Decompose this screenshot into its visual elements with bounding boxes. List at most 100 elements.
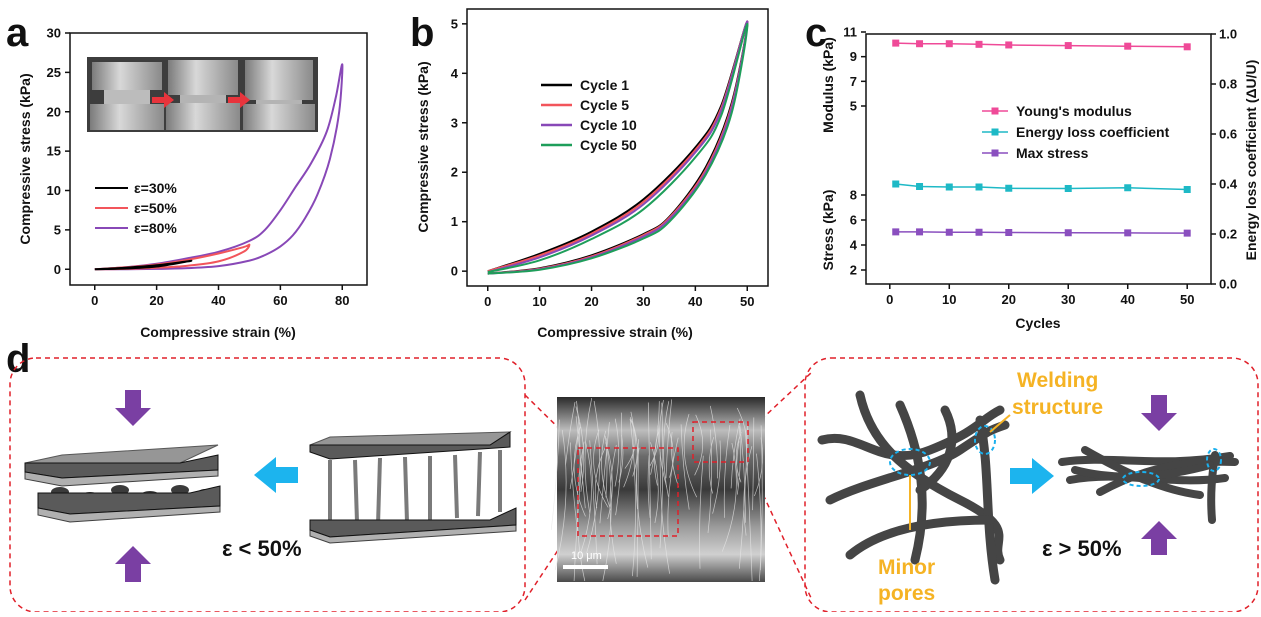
sem-fiber bbox=[721, 443, 737, 552]
y-tick-label: 11 bbox=[843, 25, 857, 40]
x-tick-label: 20 bbox=[149, 293, 163, 308]
x-tick-label: 40 bbox=[211, 293, 225, 308]
plot-frame-b bbox=[466, 8, 769, 287]
pore-marker bbox=[889, 448, 931, 476]
x-tick-label: 0 bbox=[484, 294, 491, 309]
x-tick-label: 20 bbox=[1002, 292, 1016, 307]
red-arrow-icon bbox=[228, 92, 250, 108]
sem-fiber bbox=[647, 455, 651, 519]
data-point bbox=[1183, 229, 1191, 237]
data-point bbox=[1005, 229, 1013, 236]
x-tick-label: 30 bbox=[636, 294, 650, 309]
panel-a: a 0 20 40 60 80 0 5 10 15 20 25 30 bbox=[6, 11, 368, 340]
y-right-tick-label: 0.8 bbox=[1219, 77, 1237, 92]
sem-fiber bbox=[618, 434, 624, 483]
scale-bar-label: 10 μm bbox=[571, 550, 602, 562]
sem-fiber bbox=[650, 401, 660, 475]
sem-fiber bbox=[593, 429, 609, 508]
data-point bbox=[1124, 184, 1132, 192]
sem-fiber bbox=[586, 400, 601, 554]
sem-fiber bbox=[584, 398, 593, 513]
sem-fiber bbox=[636, 442, 639, 577]
y-tick-label: 4 bbox=[451, 66, 459, 81]
sem-fiber bbox=[629, 417, 638, 477]
legend-label: Max stress bbox=[1016, 145, 1089, 161]
legend-marker bbox=[991, 149, 999, 157]
y-tick-label: 25 bbox=[47, 65, 61, 80]
callout-line bbox=[524, 519, 579, 601]
panel-c: c 0 10 20 30 40 50 5 7 9 11 2 4 6 8 0.0 0.2 0.4 0.6 0.8 1.0… bbox=[805, 11, 1259, 331]
panel-label-a: a bbox=[6, 11, 29, 55]
y-right-tick-label: 0.6 bbox=[1219, 127, 1237, 142]
sem-fiber bbox=[670, 431, 679, 488]
y-tick-label: 0 bbox=[54, 262, 61, 277]
data-point bbox=[945, 183, 953, 191]
sem-fiber bbox=[580, 441, 592, 553]
data-point bbox=[1064, 185, 1072, 192]
sem-fiber bbox=[570, 442, 579, 538]
sem-fiber bbox=[743, 446, 753, 536]
panel-d: d 10 μm bbox=[6, 337, 1259, 613]
panel-b: b 0 10 20 30 40 50 0 1 2 3 4 5 Cycle 1 Cycle 5 Cycle … bbox=[410, 8, 769, 340]
sem-fiber bbox=[565, 402, 576, 465]
callout-line bbox=[747, 371, 813, 433]
callout-line bbox=[524, 394, 579, 448]
y-axis-label-c-right: Energy loss coefficient (ΔU/U) bbox=[1243, 60, 1259, 261]
sem-fiber bbox=[663, 401, 670, 497]
y-tick-label: 6 bbox=[850, 213, 857, 228]
series-line bbox=[895, 231, 1188, 234]
sem-fiber bbox=[707, 429, 712, 533]
photo-frame-2 bbox=[166, 60, 240, 130]
sem-fiber bbox=[667, 437, 679, 537]
sem-fiber bbox=[599, 422, 610, 524]
data-point bbox=[1183, 186, 1191, 193]
y-axis-label-a: Compressive stress (kPa) bbox=[17, 73, 33, 244]
plot-frame-c bbox=[865, 33, 1212, 285]
x-tick-label: 80 bbox=[335, 293, 349, 308]
minor-pores-label-line1: Minor bbox=[878, 556, 935, 579]
inset-photo-compression bbox=[87, 57, 318, 132]
sem-region-box bbox=[577, 447, 679, 537]
y-right-tick-label: 0.4 bbox=[1219, 177, 1238, 192]
welding-marker bbox=[1206, 448, 1222, 472]
sem-fiber bbox=[736, 407, 748, 449]
panel-label-d: d bbox=[6, 337, 30, 381]
panel-label-b: b bbox=[410, 11, 434, 55]
sem-fiber bbox=[736, 426, 741, 495]
sem-fiber bbox=[659, 452, 670, 574]
legend-marker bbox=[991, 128, 999, 136]
sem-fiber bbox=[614, 418, 619, 487]
sem-fiber bbox=[665, 423, 674, 478]
sem-fiber bbox=[605, 442, 613, 520]
data-point bbox=[1183, 43, 1191, 51]
welding-marker bbox=[974, 425, 996, 455]
x-axis-label-b: Compressive strain (%) bbox=[537, 324, 693, 340]
sem-fiber bbox=[650, 442, 659, 523]
down-arrow-icon bbox=[1141, 395, 1177, 431]
right-arrow-icon bbox=[1010, 458, 1054, 494]
welding-label-line1: Welding bbox=[1017, 369, 1098, 392]
sem-fiber bbox=[649, 425, 660, 467]
sem-fiber bbox=[609, 444, 617, 564]
sem-fiber bbox=[712, 440, 721, 514]
x-tick-label: 20 bbox=[584, 294, 598, 309]
data-point bbox=[892, 39, 900, 47]
x-tick-label: 40 bbox=[1120, 292, 1134, 307]
y-tick-label: 8 bbox=[850, 188, 857, 203]
data-point bbox=[1064, 42, 1072, 50]
minor-pores-label-line2: pores bbox=[878, 582, 935, 605]
compressed-structure bbox=[24, 444, 221, 523]
sem-fiber bbox=[659, 402, 664, 549]
data-point bbox=[945, 228, 953, 236]
data-point bbox=[892, 228, 900, 236]
y-tick-label: 20 bbox=[47, 104, 61, 119]
red-arrow-icon bbox=[152, 92, 174, 108]
sem-fiber bbox=[569, 422, 580, 490]
x-tick-label: 10 bbox=[942, 292, 956, 307]
sem-fiber bbox=[602, 435, 612, 582]
left-arrow-icon bbox=[254, 457, 298, 493]
series-line bbox=[94, 63, 344, 271]
y-tick-label: 1 bbox=[451, 214, 458, 229]
legend-label: Energy loss coefficient bbox=[1016, 124, 1170, 140]
